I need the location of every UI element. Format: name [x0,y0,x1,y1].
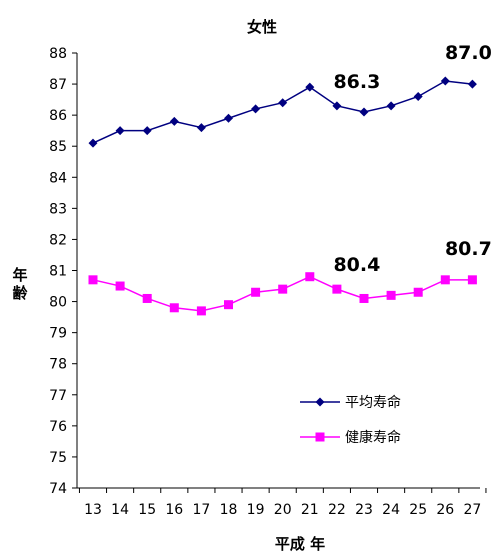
x-tick-label: 15 [138,502,156,518]
y-tick-label: 83 [49,201,67,217]
y-tick-label: 75 [49,450,67,466]
data-label: 87.0 [445,42,492,64]
legend-entry: 平均寿命 [300,394,401,411]
y-axis-label-char: 年 [12,266,27,284]
x-tick-label: 18 [220,502,238,518]
y-axis-ticks: 74 75 76 77 78 79 80 81 82 83 84 85 86 87 88 [49,46,77,497]
y-tick-label: 87 [49,77,67,93]
data-label: 80.4 [333,254,380,276]
data-point [278,284,288,294]
x-tick-label: 21 [301,502,319,518]
data-point [196,123,206,133]
data-point [305,82,315,92]
x-tick-label: 25 [409,502,427,518]
x-tick-label: 26 [436,502,454,518]
y-tick-label: 78 [49,357,67,373]
data-point [413,287,423,297]
x-tick-label: 22 [328,502,346,518]
data-point [440,76,450,86]
series-layer [88,76,477,316]
x-tick-label: 13 [84,502,102,518]
data-point [251,287,261,297]
data-label: 86.3 [333,71,380,93]
data-point [88,275,98,285]
legend-marker [315,397,325,407]
y-tick-label: 77 [49,388,67,404]
x-tick-label: 24 [382,502,400,518]
y-tick-label: 85 [49,139,67,155]
y-tick-label: 84 [49,170,67,186]
data-point [224,300,233,310]
y-tick-label: 82 [49,232,67,248]
series-line [92,80,473,144]
data-point [359,107,369,117]
x-axis-label: 平成 年 [275,535,325,553]
data-point [386,290,396,300]
data-point [467,275,477,285]
data-label: 80.7 [445,238,492,260]
y-axis-label: 年齢 [12,266,28,302]
data-point [115,126,125,136]
y-tick-label: 86 [49,108,67,124]
y-axis-label-char: 齢 [12,284,28,302]
data-point [332,101,342,111]
axes [76,53,480,489]
legend-entry: 健康寿命 [300,429,401,446]
data-point [305,272,315,282]
data-point [386,101,396,111]
data-point [251,104,261,114]
chart-title: 女性 [247,18,277,36]
series-1 [88,76,477,148]
y-tick-label: 74 [49,481,67,497]
data-point [224,113,233,123]
data-point [278,98,288,108]
data-point [440,275,450,285]
y-tick-label: 76 [49,419,67,435]
legend-label: 平均寿命 [345,394,401,411]
data-point [332,284,342,294]
data-point [169,116,179,126]
series-2 [88,272,477,316]
data-point [359,293,369,303]
data-point [88,138,98,148]
data-point [467,79,477,89]
data-point [142,293,152,303]
data-point [413,92,423,101]
x-tick-label: 14 [111,502,129,518]
y-tick-label: 81 [49,264,67,280]
data-point [169,303,179,313]
y-tick-label: 88 [49,46,67,62]
x-tick-label: 19 [247,502,265,518]
x-tick-label: 23 [355,502,373,518]
x-tick-label: 27 [463,502,481,518]
y-tick-label: 80 [49,295,67,311]
data-point [142,126,152,136]
data-point [115,281,125,291]
x-tick-label: 16 [165,502,183,518]
data-labels: 86.3 87.0 80.4 80.7 [333,42,491,276]
x-tick-label: 20 [274,502,292,518]
x-tick-label: 17 [192,502,210,518]
data-point [196,306,206,316]
x-axis-ticks: 13 14 15 16 17 18 19 20 21 22 23 24 25 26 27 [78,488,487,518]
y-tick-label: 79 [49,326,67,342]
legend-marker [315,432,325,442]
legend-label: 健康寿命 [345,429,401,446]
